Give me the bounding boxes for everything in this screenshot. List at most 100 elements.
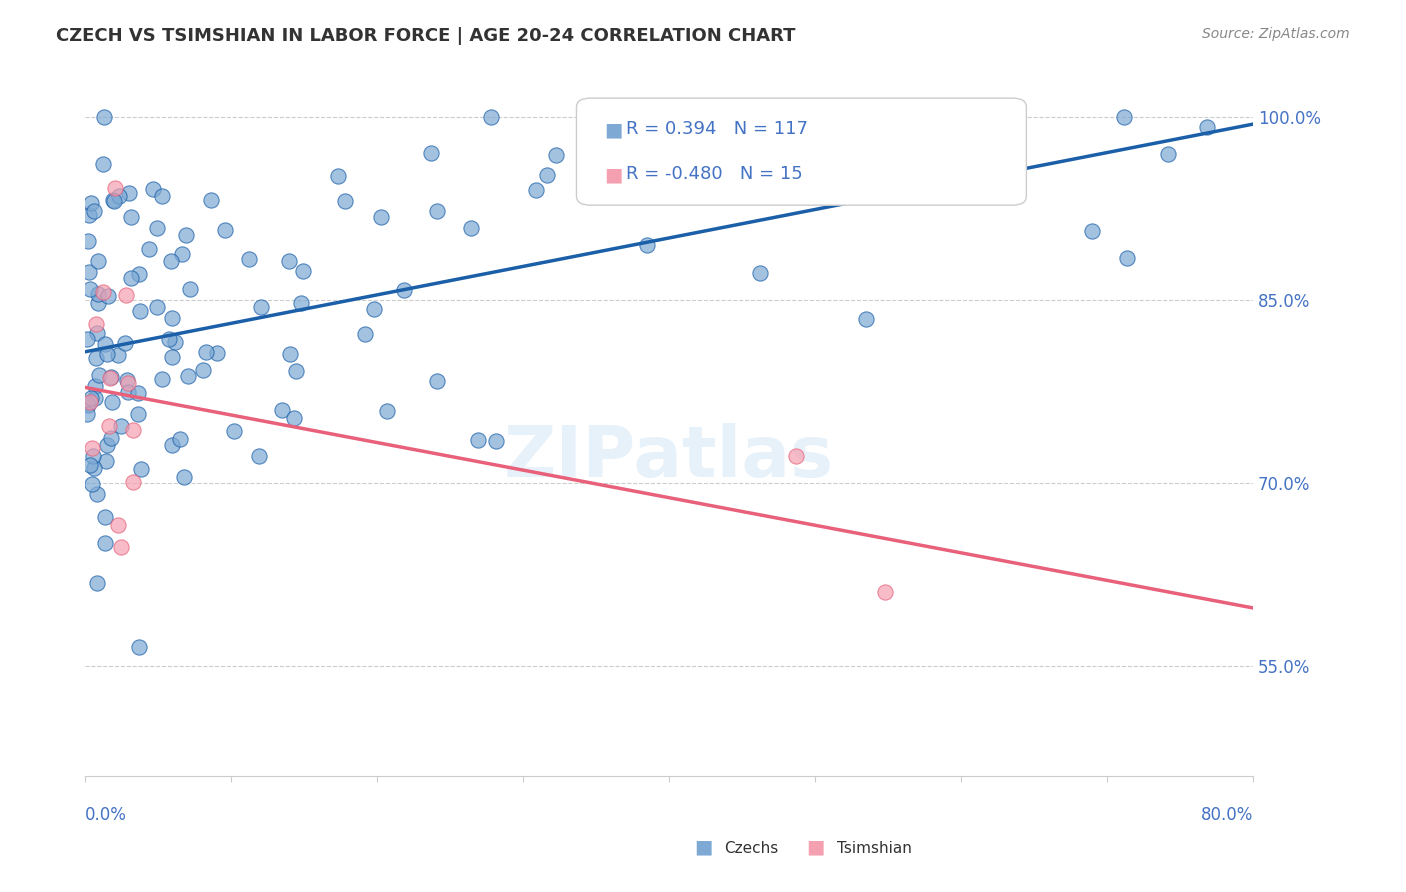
Point [354,327,377,342]
Point [157,332,180,346]
Point [363,302,385,317]
Point [1081,224,1104,238]
Point [173,470,195,484]
Point [146,300,169,314]
Point [160,350,183,364]
Point [101,395,124,409]
Point [460,220,482,235]
Point [177,369,200,384]
Point [200,193,222,207]
Text: ■: ■ [605,165,623,184]
Text: Tsimshian: Tsimshian [837,841,911,856]
Point [191,363,214,377]
Text: Source: ZipAtlas.com: Source: ZipAtlas.com [1202,27,1350,41]
Point [748,266,770,280]
Point [165,334,187,349]
Point [91,157,114,171]
Point [93,509,115,524]
Point [1115,251,1137,265]
Point [94,535,117,549]
Point [224,424,246,438]
Point [118,186,141,201]
Point [150,189,173,203]
Point [735,151,758,165]
Point [426,374,449,388]
Point [97,288,120,302]
Point [536,169,558,183]
Point [142,182,165,196]
Text: 80.0%: 80.0% [1201,806,1253,824]
Point [855,312,877,326]
Point [392,283,415,297]
Point [247,449,270,463]
Point [120,210,142,224]
Point [107,517,129,532]
Point [84,378,107,392]
Point [127,407,149,421]
Text: Czechs: Czechs [724,841,779,856]
Point [174,227,197,242]
Point [77,399,100,413]
Point [524,183,547,197]
Text: ■: ■ [605,120,623,139]
Point [83,461,105,475]
Point [80,441,103,455]
Point [98,371,121,385]
Point [128,267,150,281]
Point [278,346,301,360]
Point [79,282,101,296]
Point [278,254,301,268]
Text: ■: ■ [806,838,825,856]
Point [179,282,201,296]
Point [328,169,350,183]
Text: R = -0.480   N = 15: R = -0.480 N = 15 [626,165,803,183]
Point [290,296,312,310]
Point [121,270,143,285]
Point [138,242,160,256]
Point [79,394,101,409]
Point [420,146,443,161]
Point [170,247,193,261]
Point [114,335,136,350]
Text: ZIPatlas: ZIPatlas [503,423,834,492]
Point [104,180,127,194]
Point [96,347,118,361]
Point [283,410,305,425]
Point [271,402,294,417]
Point [169,432,191,446]
Point [426,204,449,219]
Point [101,193,124,207]
Point [87,287,110,301]
Point [485,434,508,448]
Point [89,368,111,382]
Point [479,111,502,125]
Text: 0.0%: 0.0% [86,806,127,824]
Point [129,303,152,318]
Point [1195,120,1218,134]
Point [82,449,104,463]
Point [160,310,183,325]
Point [122,475,145,489]
Point [785,450,807,464]
Point [77,234,100,248]
Point [146,221,169,235]
Point [250,300,273,314]
Point [238,252,260,266]
Point [98,419,121,434]
Point [96,453,118,467]
Point [1112,111,1135,125]
Point [91,285,114,300]
Point [1157,147,1180,161]
Point [127,385,149,400]
Point [110,419,132,434]
Point [117,376,139,390]
Point [110,540,132,554]
Point [690,111,713,125]
Point [117,373,139,387]
Point [128,640,150,654]
Point [150,372,173,386]
Point [1001,111,1024,125]
Point [79,458,101,472]
Point [77,208,100,222]
Point [93,111,115,125]
